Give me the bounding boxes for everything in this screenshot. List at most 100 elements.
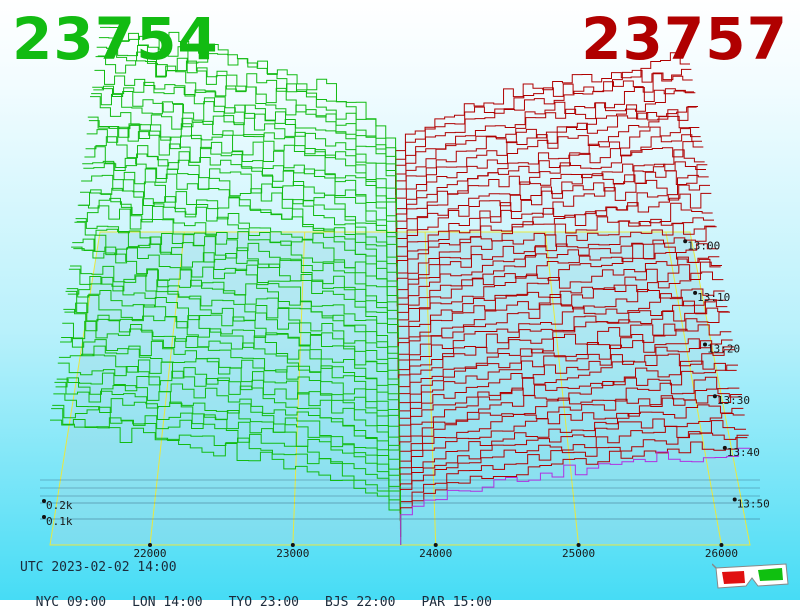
ask-depth-line	[395, 104, 697, 227]
bid-depth-line	[70, 265, 400, 402]
bid-depth-line	[80, 187, 399, 331]
y-tick-label: 0.2k	[46, 499, 73, 512]
ask-depth-line	[396, 184, 710, 307]
bid-depth-line	[50, 419, 402, 545]
zone-lon: LON 14:00	[132, 595, 202, 610]
world-clocks: NYC 09:00 LON 14:00 TYO 23:00 BJS 22:00 PAR …	[20, 580, 518, 610]
x-tick-label: 23000	[276, 547, 309, 560]
bid-depth-line	[97, 44, 397, 203]
ask-depth-line	[397, 223, 716, 339]
zone-city: PAR	[421, 595, 445, 610]
bid-depth-line	[65, 290, 400, 434]
time-tick-marker	[683, 239, 688, 244]
zone-par: PAR 15:00	[421, 595, 491, 610]
ask-depth-line	[396, 126, 701, 251]
time-tick-marker	[712, 394, 717, 399]
bid-depth-line	[54, 381, 401, 514]
ask-depth-line	[397, 217, 714, 331]
zone-tyo: TYO 23:00	[229, 595, 299, 610]
bid-depth-line	[98, 32, 397, 195]
time-tick-label: 13:30	[717, 394, 750, 407]
bid-depth-line	[96, 46, 397, 211]
ask-depth-line	[399, 404, 744, 506]
ask-depth-line	[395, 52, 690, 187]
bid-depth-line	[77, 197, 399, 347]
time-tick-label: 13:00	[687, 239, 720, 252]
ask-depth-line	[395, 68, 692, 195]
bid-depth-line	[86, 126, 398, 283]
x-tick-label: 26000	[705, 547, 738, 560]
bid-depth-line	[91, 93, 398, 251]
time-tick-marker	[722, 445, 727, 450]
bid-depth-line	[81, 174, 399, 323]
ask-depth-line	[396, 174, 709, 299]
chart-ticks: 22000 23000 24000 25000 26000 0.1k 0.2k 13:00 13…	[42, 239, 770, 560]
x-tick-marker	[719, 543, 724, 547]
ask-depth-line	[395, 106, 698, 235]
ask-depth-line	[397, 256, 721, 370]
bid-depth-line	[84, 146, 398, 299]
x-tick-marker	[290, 543, 295, 547]
3d-glasses-icon[interactable]	[712, 562, 792, 592]
x-tick-label: 24000	[419, 547, 452, 560]
time-tick-label: 13:10	[697, 291, 730, 304]
ask-depth-line	[398, 307, 729, 418]
zone-time: 15:00	[452, 595, 492, 610]
bid-depth-line	[66, 288, 400, 426]
bid-depth-line	[62, 320, 400, 458]
zone-bjs: BJS 22:00	[325, 595, 395, 610]
ask-depth-line	[399, 360, 737, 466]
x-tick-marker	[148, 543, 152, 547]
bid-depth-line	[63, 308, 400, 450]
bid-depth-line	[83, 157, 398, 307]
ask-depth-line	[398, 288, 725, 394]
bid-depth-line	[92, 86, 397, 243]
ask-depth-line	[396, 141, 704, 267]
ask-price: 23757	[581, 5, 788, 73]
zone-city: TYO	[228, 595, 253, 610]
ask-depth-line	[399, 388, 741, 490]
grid-line-price	[545, 231, 580, 546]
ask-depth-line	[399, 432, 748, 530]
time-tick-label: 13:50	[737, 497, 770, 510]
zone-city: LON	[132, 595, 156, 610]
bid-depth-line	[94, 69, 397, 227]
grid-line-price	[149, 231, 185, 546]
y-tick-marker	[42, 515, 46, 519]
zone-city: BJS	[325, 595, 349, 610]
ask-depth-line	[400, 447, 750, 545]
bid-price: 23754	[12, 5, 219, 73]
ask-depth-line	[397, 271, 724, 386]
utc-label: UTC	[20, 560, 44, 575]
ask-depth-line	[399, 394, 742, 498]
ask-depth-line	[396, 161, 706, 283]
zone-time: 23:00	[259, 595, 300, 610]
bid-depth-line	[64, 302, 400, 442]
ask-depth-line	[396, 134, 702, 259]
ask-depth-line	[398, 349, 736, 458]
y-tick-label: 0.1k	[46, 515, 73, 528]
bid-depth-line	[51, 408, 402, 538]
zone-time: 22:00	[356, 595, 396, 610]
zone-time: 09:00	[66, 595, 107, 610]
grid-line-price	[292, 231, 306, 546]
bid-depth-line	[60, 337, 401, 474]
ask-depth-line	[395, 88, 696, 219]
zone-city: NYC	[35, 595, 60, 610]
x-tick-marker	[433, 543, 438, 547]
bid-depth-line	[72, 238, 399, 386]
ask-depth-line	[397, 243, 718, 355]
time-tick-marker	[703, 342, 707, 347]
ask-depth-line	[398, 311, 730, 426]
ask-depth-line	[399, 376, 740, 482]
x-tick-marker	[576, 543, 581, 547]
ask-depth-line	[395, 72, 693, 203]
time-tick-marker	[732, 497, 737, 502]
ask-depth-line	[398, 340, 734, 450]
zone-nyc: NYC 09:00	[36, 595, 106, 610]
ask-depth-line	[396, 192, 712, 315]
ask-depth-line	[400, 434, 749, 538]
time-tick-label: 13:40	[727, 446, 760, 459]
bid-depth-line	[95, 56, 397, 219]
